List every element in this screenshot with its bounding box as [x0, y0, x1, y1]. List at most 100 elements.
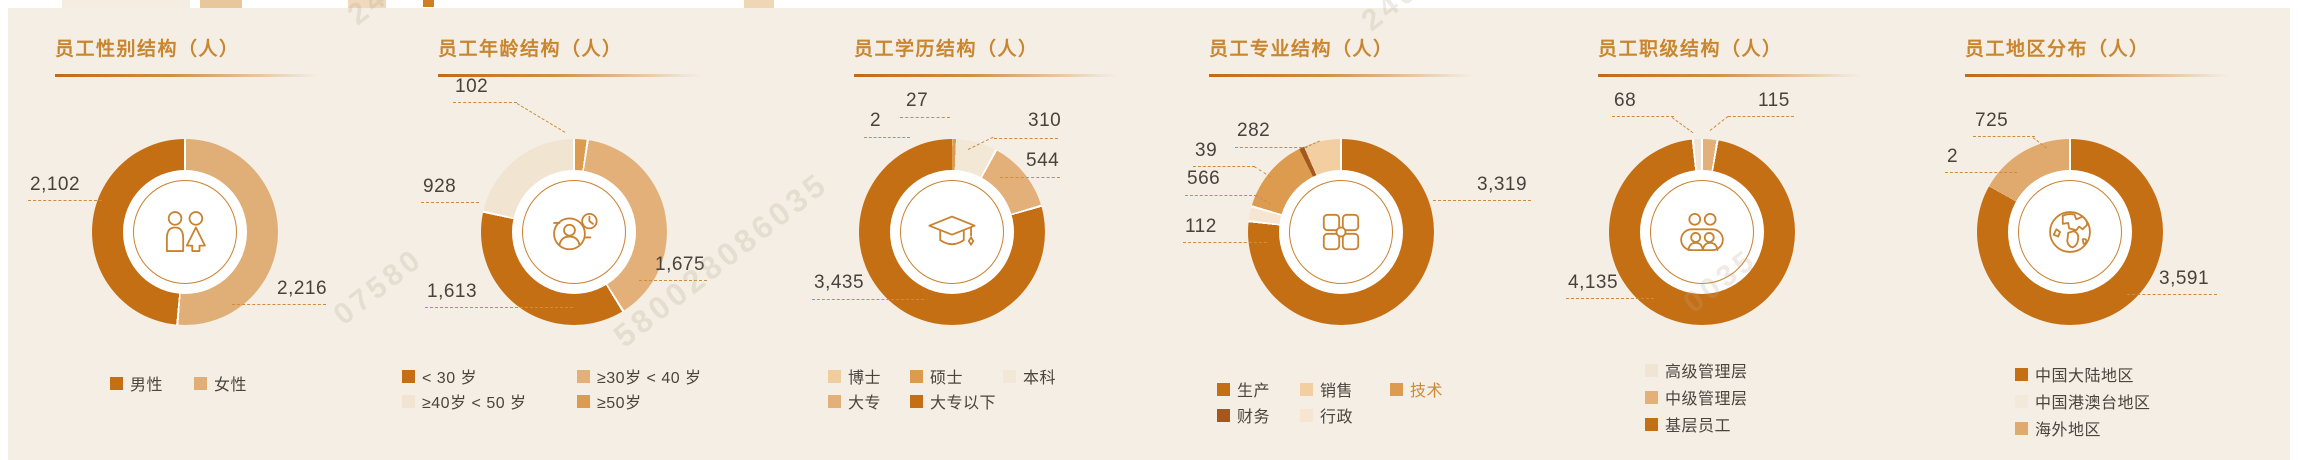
callout-dash-line: [1728, 116, 1794, 117]
dashboard-card: [8, 8, 2290, 460]
chart-title: 员工年龄结构（人）: [438, 39, 623, 60]
callout-dash-line: [1185, 195, 1257, 196]
legend-swatch: [1217, 408, 1230, 422]
legend-item[interactable]: 行政: [1300, 403, 1353, 427]
donut-segment-label: 3,591: [2159, 268, 2210, 289]
legend-item[interactable]: ≥30岁 < 40 岁: [577, 364, 702, 388]
donut-hole: [2008, 170, 2132, 294]
right-edge-strip: [2290, 0, 2298, 460]
legend-label: 高级管理层: [1665, 364, 1748, 381]
inner-ring: [1289, 180, 1393, 284]
left-edge-strip: [0, 0, 8, 460]
legend-label: 海外地区: [2035, 422, 2102, 439]
legend-swatch: [402, 394, 415, 408]
legend-label: 大专以下: [930, 395, 997, 412]
callout-dash-line: [28, 200, 102, 201]
donut-chart[interactable]: [1609, 139, 1795, 325]
person-clock-icon: [553, 212, 598, 251]
legend-swatch: [577, 394, 590, 408]
donut-chart[interactable]: [1977, 139, 2163, 325]
legend-item[interactable]: < 30 岁: [402, 364, 477, 388]
callout-dash-line: [2127, 294, 2217, 295]
donut-segment-label: 2: [1947, 146, 1959, 167]
legend-item[interactable]: 销售: [1300, 377, 1353, 401]
inner-ring: [1650, 180, 1754, 284]
legend-swatch: [402, 369, 415, 383]
callout-dash-line: [994, 138, 1058, 139]
legend-item[interactable]: 本科: [1003, 364, 1056, 388]
legend-label: 基层员工: [1665, 418, 1732, 435]
cropped-top-fragment: [200, 0, 242, 8]
legend-item[interactable]: 中国港澳台地区: [2015, 389, 2151, 413]
legend-swatch: [1003, 369, 1016, 383]
donut-hole: [1279, 170, 1403, 294]
legend-label: 技术: [1410, 383, 1444, 400]
legend-item[interactable]: 财务: [1217, 403, 1270, 427]
legend-item[interactable]: ≥40岁 < 50 岁: [402, 389, 527, 413]
callout-dash-line: [864, 137, 910, 138]
legend-label: ≥40岁 < 50 岁: [422, 395, 527, 412]
legend-swatch: [110, 376, 123, 390]
title-underline: [1598, 74, 1861, 77]
callout-dash-connector: [1709, 115, 1729, 131]
legend-swatch: [1645, 417, 1658, 431]
legend-label: ≥30岁 < 40 岁: [597, 370, 702, 387]
donut-chart[interactable]: [92, 139, 278, 325]
legend-item[interactable]: 海外地区: [2015, 416, 2101, 440]
donut-segment-label: 115: [1758, 90, 1790, 111]
globe-icon: [2049, 211, 2091, 253]
inner-ring: [2018, 180, 2122, 284]
legend-item[interactable]: 生产: [1217, 377, 1270, 401]
legend-item[interactable]: 中级管理层: [1645, 385, 1748, 409]
legend-item[interactable]: 高级管理层: [1645, 358, 1748, 382]
title-underline: [1209, 74, 1472, 77]
donut-segment-label: 544: [1026, 150, 1060, 171]
donut-chart[interactable]: [859, 139, 1045, 325]
legend: 博士 硕士 本科大专 大专以下: [766, 0, 1149, 460]
legend-label: 生产: [1237, 383, 1271, 400]
callout-dash-line: [900, 117, 950, 118]
legend-swatch: [1300, 408, 1313, 422]
panel-age-structure: 员工年龄结构（人） 102 928 1,613 1,675 < 30 岁 ≥30岁 < …: [383, 0, 766, 460]
donut-segment-label: 928: [423, 176, 457, 197]
donut-chart[interactable]: [481, 139, 667, 325]
legend-item[interactable]: 中国大陆地区: [2015, 362, 2134, 386]
legend-item[interactable]: 基层员工: [1645, 412, 1731, 436]
legend-item[interactable]: 男性: [110, 371, 163, 395]
callout-dash-line: [232, 304, 326, 305]
legend-label: 本科: [1023, 370, 1057, 387]
legend-swatch: [1645, 363, 1658, 377]
legend-label: 女性: [214, 377, 248, 394]
legend-swatch: [577, 369, 590, 383]
legend-label: 中国大陆地区: [2035, 368, 2135, 385]
callout-dash-line: [1433, 200, 1531, 201]
callout-dash-line: [1612, 116, 1674, 117]
donut-segment-label: 39: [1195, 140, 1218, 161]
legend-swatch: [1300, 382, 1313, 396]
legend-label: 中国港澳台地区: [2035, 395, 2151, 412]
legend-item[interactable]: 大专以下: [910, 389, 996, 413]
legend-item[interactable]: 硕士: [910, 364, 963, 388]
callout-dash-line: [421, 202, 479, 203]
callout-dash-line: [1193, 166, 1255, 167]
legend-label: 硕士: [930, 370, 964, 387]
panel-profession-structure: 员工专业结构（人） 282 39 566 112 3,319 生产 销售 技术 财务 行政: [1149, 0, 1532, 460]
donut-chart[interactable]: [1248, 139, 1434, 325]
legend-item[interactable]: 博士: [828, 364, 881, 388]
legend-item[interactable]: ≥50岁: [577, 389, 642, 413]
donut-segment-label: 3,319: [1477, 174, 1528, 195]
legend-item[interactable]: 技术: [1390, 377, 1443, 401]
legend-swatch: [194, 376, 207, 390]
panel-education-structure: 员工学历结构（人） 2 27 310 544 3,435 博士 硕士 本科 大专 大专以下: [766, 0, 1149, 460]
legend-item[interactable]: 大专: [828, 389, 881, 413]
donut-segment-label: 310: [1028, 110, 1062, 131]
inner-ring: [522, 180, 626, 284]
legend-item[interactable]: 女性: [194, 371, 247, 395]
modules-icon: [1322, 213, 1360, 251]
legend-label: 财务: [1237, 409, 1271, 426]
legend-swatch: [2015, 421, 2028, 435]
donut-segment-label: 2,216: [277, 278, 328, 299]
donut-segment-label: 2: [870, 110, 882, 131]
donut-segment-label: 2,102: [30, 174, 81, 195]
donut-segment-label: 112: [1185, 216, 1217, 237]
